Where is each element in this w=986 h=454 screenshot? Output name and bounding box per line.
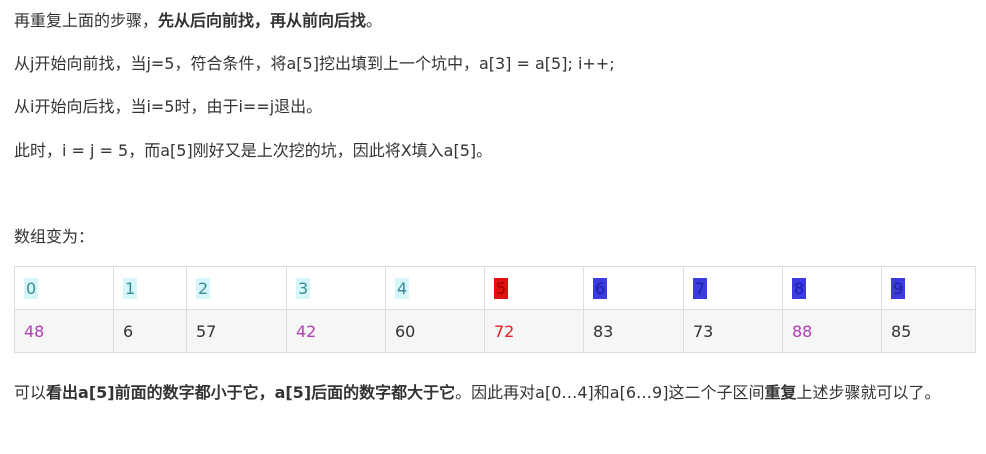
- index-label: 5: [494, 277, 509, 299]
- index-label: 2: [196, 277, 211, 299]
- index-label: 0: [24, 277, 39, 299]
- value-cell: 6: [113, 309, 187, 353]
- index-cell: 9: [881, 266, 976, 310]
- paragraph-search-i: 从i开始向后找，当i=5时，由于i==j退出。: [14, 97, 323, 116]
- index-label: 9: [891, 277, 906, 299]
- index-cell: 0: [14, 266, 114, 310]
- value-cell: 73: [683, 309, 783, 353]
- p1-bold-text: 先从后向前找，再从前向后找: [158, 11, 367, 30]
- p6-text-a: 可以: [14, 383, 47, 402]
- index-label: 7: [693, 277, 708, 299]
- index-cell: 8: [782, 266, 882, 310]
- paragraph-step-repeat: 再重复上面的步骤，先从后向前找，再从前向后找。: [14, 10, 382, 32]
- value-cell: 48: [14, 309, 114, 353]
- index-cell: 4: [385, 266, 485, 310]
- p1-end: 。: [366, 11, 383, 30]
- paragraph-array-becomes: 数组变为：: [14, 227, 95, 246]
- p1-text: 再重复上面的步骤，: [14, 11, 159, 30]
- p6-bold-d: 重复: [764, 383, 797, 402]
- index-label: 1: [123, 277, 138, 299]
- value-cell: 72: [484, 309, 584, 353]
- index-cell: 7: [683, 266, 783, 310]
- p6-bold-b: 看出a[5]前面的数字都小于它，a[5]后面的数字都大于它: [46, 383, 456, 402]
- value-cell: 88: [782, 309, 882, 353]
- index-cell: 1: [113, 266, 187, 310]
- paragraph-search-j: 从j开始向前找，当j=5，符合条件，将a[5]挖出填到上一个坑中，a[3] = …: [14, 54, 615, 73]
- p6-text-e: 上述步骤就可以了。: [796, 383, 941, 402]
- array-table: 0 1 2 3 4 5 6 7 8 9 48 6 57 42 60 72 83 …: [14, 266, 976, 353]
- index-cell: 6: [583, 266, 684, 310]
- paragraph-fill-x: 此时，i = j = 5，而a[5]刚好又是上次挖的坑，因此将X填入a[5]。: [14, 141, 493, 160]
- p6-text-c: 。因此再对a[0…4]和a[6…9]这二个子区间: [455, 383, 765, 402]
- index-row: 0 1 2 3 4 5 6 7 8 9: [14, 266, 976, 310]
- value-cell: 60: [385, 309, 485, 353]
- index-cell: 3: [286, 266, 386, 310]
- index-label: 8: [792, 277, 807, 299]
- index-label: 6: [593, 277, 608, 299]
- value-cell: 42: [286, 309, 386, 353]
- paragraph-conclusion: 可以看出a[5]前面的数字都小于它，a[5]后面的数字都大于它。因此再对a[0……: [14, 380, 974, 406]
- index-cell: 5: [484, 266, 584, 310]
- index-label: 3: [296, 277, 311, 299]
- index-cell: 2: [186, 266, 287, 310]
- value-row: 48 6 57 42 60 72 83 73 88 85: [14, 309, 976, 353]
- value-cell: 83: [583, 309, 684, 353]
- value-cell: 85: [881, 309, 976, 353]
- index-label: 4: [395, 277, 410, 299]
- value-cell: 57: [186, 309, 287, 353]
